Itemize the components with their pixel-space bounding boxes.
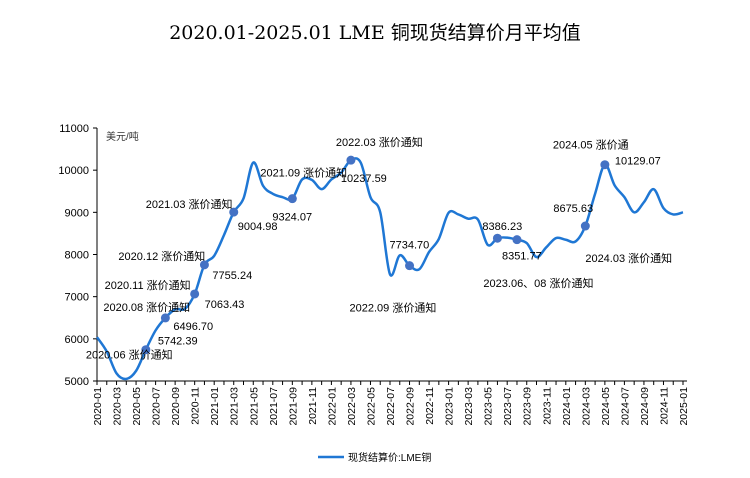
x-tick-label: 2025-01 <box>678 387 690 426</box>
x-tick-label: 2022-03 <box>346 387 358 426</box>
annotation-label: 2022.09 涨价通知 <box>350 301 437 315</box>
annotation-label: 2020.12 涨价通知 <box>118 249 205 263</box>
data-marker <box>141 345 151 355</box>
annotation-value: 10237.59 <box>341 173 387 185</box>
annotation-label: 2021.03 涨价通知 <box>146 197 233 211</box>
x-tick-label: 2023-07 <box>502 387 514 426</box>
x-tick-label: 2022-07 <box>385 387 397 426</box>
x-tick-label: 2020-09 <box>170 387 182 426</box>
x-tick-label: 2023-09 <box>522 387 534 426</box>
annotation-value: 8675.63 <box>553 203 593 215</box>
annotation-value: 6496.70 <box>173 321 213 333</box>
y-tick-label: 11000 <box>59 123 89 135</box>
x-tick-label: 2024-05 <box>600 387 612 426</box>
y-tick-label: 5000 <box>65 376 89 388</box>
data-marker <box>580 221 590 231</box>
data-marker <box>512 235 522 245</box>
x-tick-label: 2024-01 <box>561 387 573 426</box>
annotation-label: 2024.05 涨价通 <box>553 139 629 152</box>
x-tick-label: 2023-03 <box>463 387 475 426</box>
x-tick-label: 2023-11 <box>541 387 553 425</box>
y-tick-label: 10000 <box>58 165 89 177</box>
annotation-value: 7734.70 <box>390 240 430 252</box>
annotation-label: 2021.09 涨价通知 <box>260 166 347 180</box>
annotation-value: 10129.07 <box>615 156 661 168</box>
annotation-value: 8386.23 <box>482 221 522 233</box>
data-marker <box>287 194 297 204</box>
annotation-label: 2022.03 涨价通知 <box>336 135 423 149</box>
x-tick-label: 2020-11 <box>190 387 202 425</box>
annotation-value: 7755.24 <box>212 270 252 282</box>
annotation-label: 2020.08 涨价通知 <box>103 300 190 314</box>
annotation-value: 9004.98 <box>238 221 278 233</box>
y-tick-label: 7000 <box>65 292 89 304</box>
y-tick-label: 9000 <box>65 207 89 219</box>
legend-label: 现货结算价:LME铜 <box>348 451 431 464</box>
annotation-value: 8351.77 <box>502 251 542 263</box>
x-tick-label: 2021-07 <box>268 387 280 426</box>
annotation-label: 2023.06、08 涨价通知 <box>483 276 593 290</box>
annotation-label: 2020.11 涨价通知 <box>105 278 191 292</box>
x-tick-label: 2024-09 <box>639 387 651 426</box>
x-tick-label: 2022-11 <box>424 387 436 425</box>
x-tick-label: 2021-03 <box>229 387 241 426</box>
x-tick-label: 2023-05 <box>483 387 495 426</box>
x-tick-label: 2024-03 <box>580 387 592 426</box>
y-axis-unit: 美元/吨 <box>106 130 139 143</box>
data-marker <box>199 260 209 270</box>
x-tick-label: 2020-03 <box>112 387 124 426</box>
data-marker <box>600 160 610 170</box>
annotation-label: 2020.06 涨价通知 <box>86 348 173 362</box>
data-marker <box>346 155 356 165</box>
data-marker <box>190 289 200 299</box>
y-tick-label: 6000 <box>65 334 89 346</box>
annotation-label: 2024.03 涨价通知 <box>585 251 672 265</box>
x-tick-label: 2022-09 <box>405 387 417 426</box>
x-tick-label: 2022-05 <box>365 387 377 426</box>
data-marker <box>405 261 415 271</box>
x-tick-label: 2023-01 <box>444 387 456 426</box>
x-tick-label: 2021-01 <box>209 387 221 426</box>
x-tick-label: 2024-11 <box>658 387 670 425</box>
x-tick-label: 2021-05 <box>248 387 260 426</box>
annotation-value: 5742.39 <box>158 336 198 348</box>
data-marker <box>229 207 239 217</box>
annotation-value: 7063.43 <box>205 299 245 311</box>
y-tick-label: 8000 <box>65 250 89 262</box>
data-marker <box>160 313 170 323</box>
x-tick-label: 2020-01 <box>92 387 104 426</box>
data-marker <box>492 233 502 243</box>
chart-title: 2020.01-2025.01 LME 铜现货结算价月平均值 <box>169 22 581 44</box>
x-tick-label: 2020-05 <box>131 387 143 426</box>
x-tick-label: 2022-01 <box>326 387 338 426</box>
x-tick-label: 2021-09 <box>287 387 299 426</box>
annotation-value: 9324.07 <box>272 212 312 224</box>
x-tick-label: 2024-07 <box>619 387 631 426</box>
x-tick-label: 2020-07 <box>151 387 163 426</box>
x-tick-label: 2021-11 <box>307 387 319 425</box>
